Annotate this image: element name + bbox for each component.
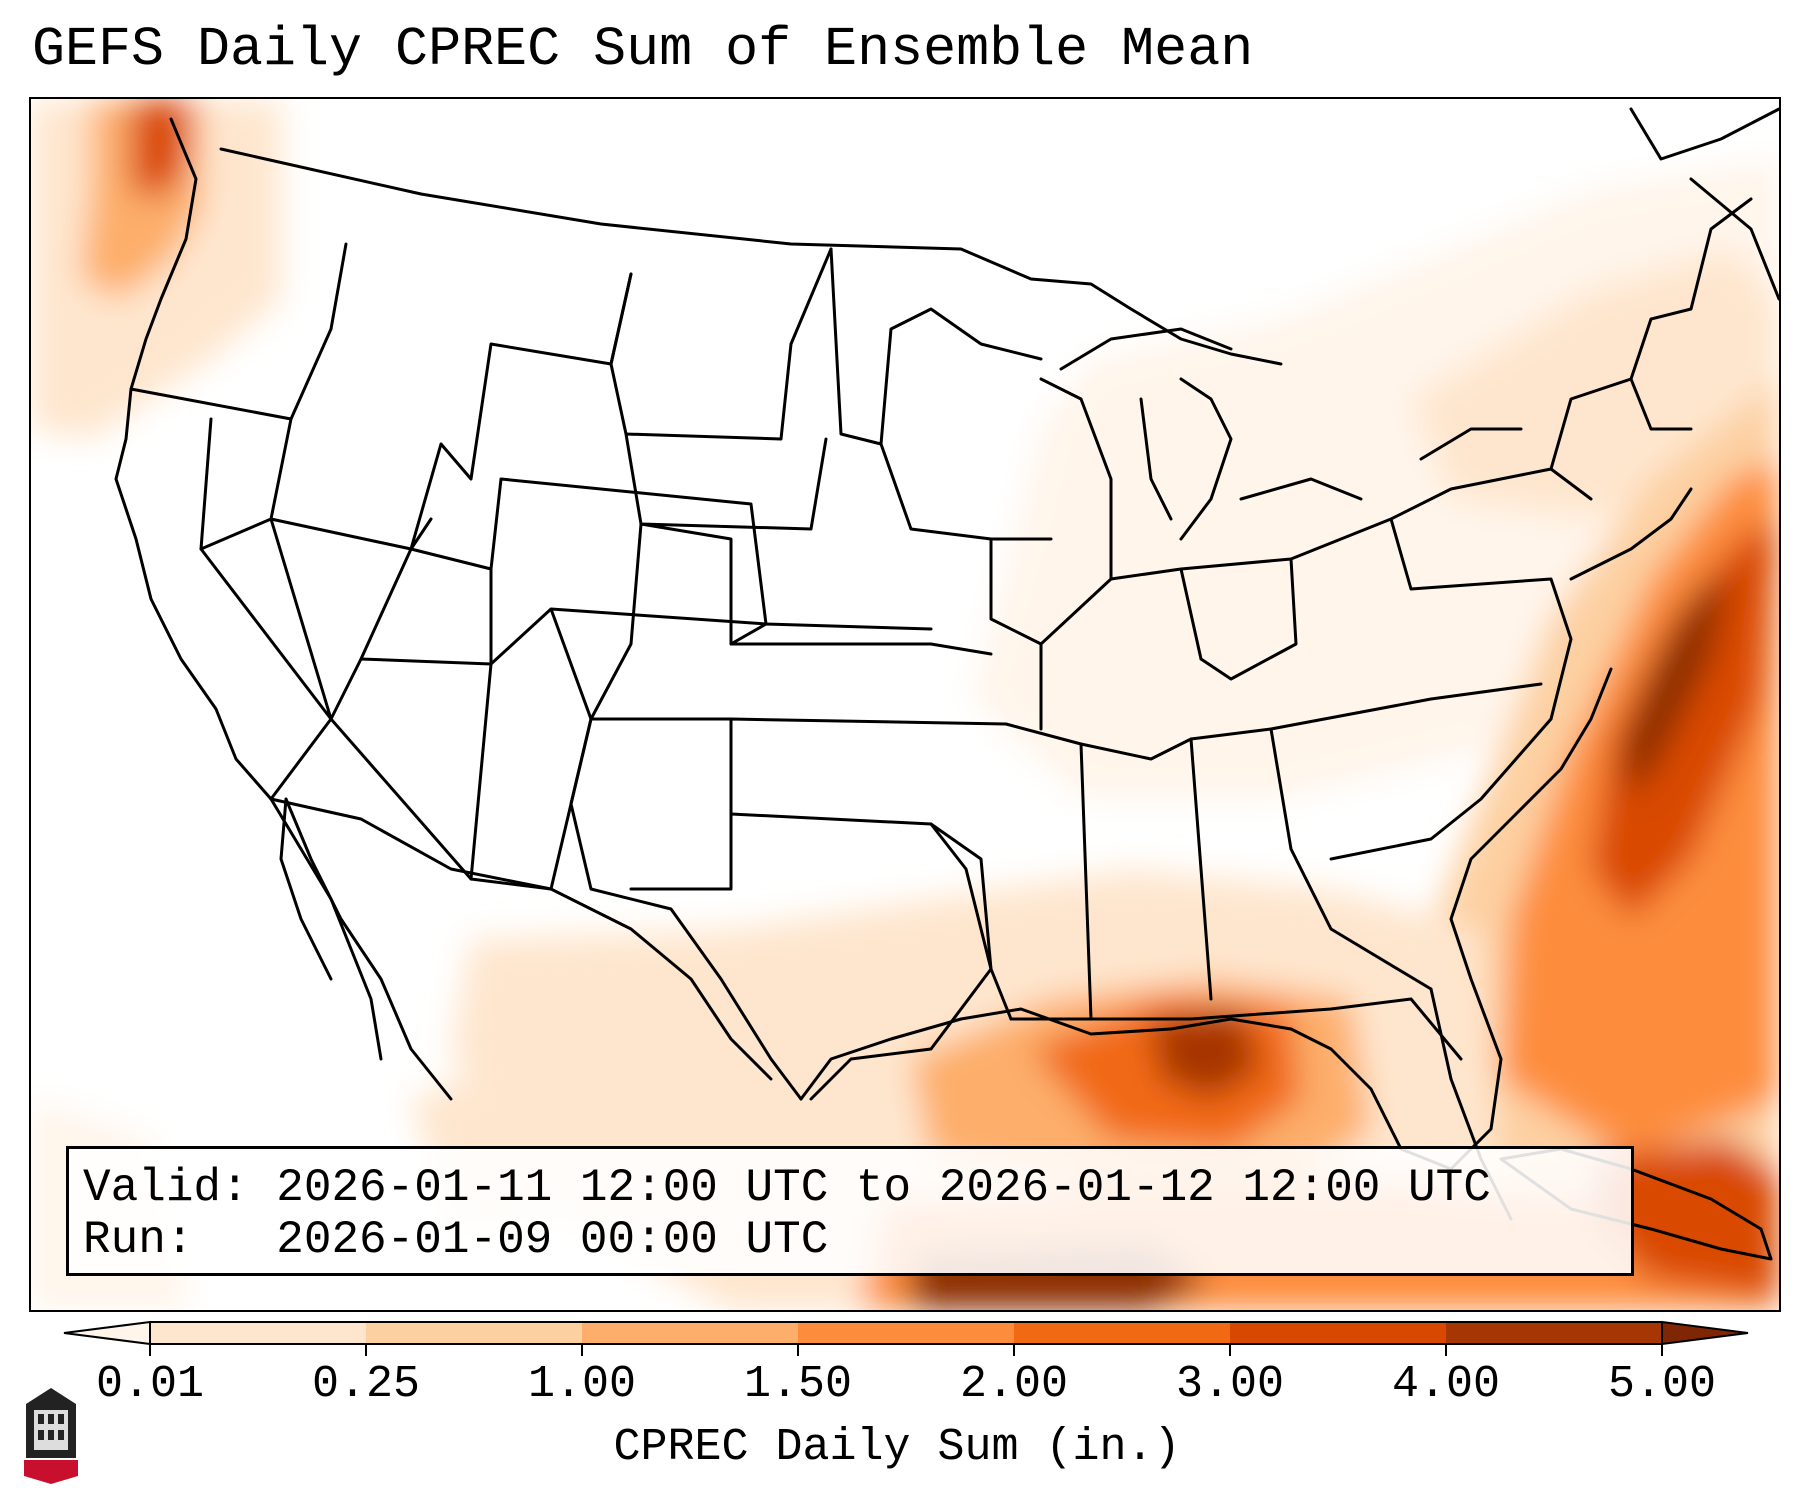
colorbar-segment bbox=[1446, 1322, 1662, 1344]
tick-label: 0.01 bbox=[95, 1359, 205, 1410]
gulf-coastline bbox=[799, 667, 1613, 1171]
tick-label: 2.00 bbox=[959, 1359, 1069, 1410]
colorbar-extend-low bbox=[63, 1320, 151, 1346]
precip-field bbox=[31, 99, 1779, 1310]
texas-border bbox=[569, 717, 993, 1101]
tick-label: 3.00 bbox=[1175, 1359, 1285, 1410]
precip-atlantic-core bbox=[1621, 569, 1731, 799]
precip-cuba-strong bbox=[1591, 1139, 1779, 1299]
university-tower-icon bbox=[24, 1388, 78, 1484]
great-lakes-outline bbox=[1059, 327, 1523, 541]
colorbar-segment bbox=[582, 1322, 798, 1344]
tick-label: 1.50 bbox=[743, 1359, 853, 1410]
precip-map bbox=[31, 99, 1779, 1310]
boundary-lines bbox=[114, 107, 1779, 1261]
tick-label: 0.25 bbox=[311, 1359, 421, 1410]
colorbar-segment bbox=[798, 1322, 1014, 1344]
colorbar-extend-high bbox=[1661, 1320, 1749, 1346]
precip-atlantic-strong bbox=[1591, 519, 1779, 919]
mexico-border bbox=[269, 797, 773, 1081]
state-borders-midwest bbox=[829, 247, 1543, 761]
page-title: GEFS Daily CPREC Sum of Ensemble Mean bbox=[32, 18, 1254, 81]
precip-pnw-core bbox=[131, 99, 191, 199]
valid-time-text: Valid: 2026-01-11 12:00 UTC to 2026-01-1… bbox=[83, 1162, 1491, 1214]
canada-east-coast bbox=[1629, 107, 1779, 301]
colorbar-segment bbox=[1014, 1322, 1230, 1344]
colorbar-label: CPREC Daily Sum (in.) bbox=[613, 1422, 1181, 1473]
colorbar-outline bbox=[149, 1321, 1663, 1345]
colorbar-ticks bbox=[149, 1344, 1663, 1356]
run-info-box: Valid: 2026-01-11 12:00 UTC to 2026-01-1… bbox=[66, 1146, 1634, 1276]
tick-label: 4.00 bbox=[1391, 1359, 1501, 1410]
colorbar-segment bbox=[366, 1322, 582, 1344]
colorbar-segments bbox=[63, 1320, 1749, 1346]
map-panel bbox=[29, 97, 1781, 1312]
us-canada-border bbox=[219, 147, 1283, 366]
state-borders-southeast bbox=[1009, 717, 1553, 1221]
tick-label: 1.00 bbox=[527, 1359, 637, 1410]
state-borders-west bbox=[129, 242, 768, 891]
tick-label: 5.00 bbox=[1607, 1359, 1717, 1410]
colorbar bbox=[63, 1320, 1749, 1356]
state-borders-northeast bbox=[1289, 197, 1753, 721]
baja-coastline bbox=[279, 797, 453, 1101]
run-time-text: Run: 2026-01-09 00:00 UTC bbox=[83, 1214, 829, 1266]
precip-gulf-core bbox=[1151, 1009, 1261, 1099]
colorbar-segment bbox=[1230, 1322, 1446, 1344]
colorbar-segment bbox=[150, 1322, 366, 1344]
